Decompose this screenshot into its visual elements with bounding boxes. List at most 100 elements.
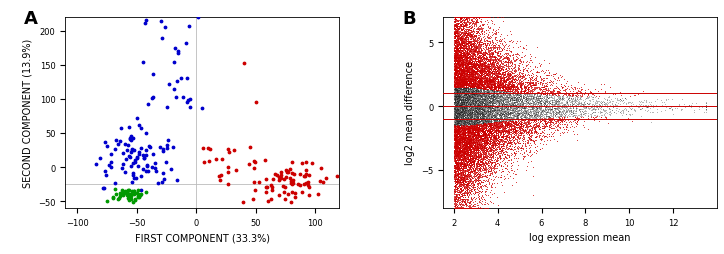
Point xyxy=(450,185,461,189)
Point xyxy=(452,111,464,115)
Point xyxy=(456,27,468,31)
Point xyxy=(464,157,476,161)
Point xyxy=(533,93,544,98)
Point xyxy=(450,16,461,20)
Point xyxy=(464,117,476,121)
Point xyxy=(452,130,464,134)
Point xyxy=(488,73,500,77)
Point xyxy=(459,16,471,20)
Point xyxy=(450,50,461,54)
Point xyxy=(488,108,500,112)
Point xyxy=(455,134,466,138)
Point xyxy=(517,79,529,83)
Point xyxy=(486,101,497,105)
Point xyxy=(499,71,510,75)
Point xyxy=(563,96,575,100)
Point xyxy=(471,118,483,122)
Point xyxy=(460,86,472,90)
Point xyxy=(573,108,584,112)
Point xyxy=(494,123,505,127)
Point xyxy=(473,85,484,89)
Point xyxy=(464,137,476,141)
Point xyxy=(483,54,494,58)
Point xyxy=(479,118,491,122)
Point xyxy=(492,71,504,75)
Point xyxy=(476,146,487,150)
Point xyxy=(490,72,502,76)
Point xyxy=(523,111,534,115)
Point xyxy=(452,114,464,118)
Point xyxy=(480,112,492,116)
Point xyxy=(562,111,573,115)
Point xyxy=(492,71,504,75)
Point xyxy=(462,94,473,98)
Point xyxy=(474,92,486,96)
Point xyxy=(505,125,517,129)
Point xyxy=(492,87,504,91)
Point xyxy=(452,75,464,79)
Point xyxy=(512,126,523,130)
Point xyxy=(455,46,466,50)
Point xyxy=(470,71,481,75)
Point xyxy=(531,100,542,104)
Point xyxy=(487,160,498,164)
Point xyxy=(534,64,546,68)
Point xyxy=(508,115,520,119)
Point xyxy=(499,114,510,118)
Point xyxy=(484,125,496,129)
Point xyxy=(526,91,538,96)
Point xyxy=(481,125,492,129)
Point xyxy=(479,143,491,147)
Point xyxy=(465,129,476,133)
Point xyxy=(479,50,490,54)
Point xyxy=(464,139,476,144)
Point xyxy=(458,151,469,155)
Point xyxy=(540,77,552,81)
Point xyxy=(466,158,478,162)
Point xyxy=(456,65,468,69)
Point xyxy=(497,107,508,112)
Point xyxy=(459,177,471,181)
Point xyxy=(481,98,492,102)
Point xyxy=(489,116,500,120)
Point xyxy=(452,82,464,86)
Point xyxy=(457,118,468,122)
Point xyxy=(449,25,460,29)
Point xyxy=(479,64,490,68)
Point xyxy=(485,105,497,109)
Point xyxy=(491,119,502,123)
Point xyxy=(460,35,472,39)
Point xyxy=(457,71,468,75)
Point xyxy=(514,98,526,102)
Point xyxy=(504,113,515,117)
Point xyxy=(476,146,488,150)
Point xyxy=(502,72,513,76)
Point xyxy=(505,108,517,113)
Point xyxy=(487,142,498,147)
Point xyxy=(463,91,475,95)
Point xyxy=(476,84,488,88)
Point xyxy=(481,119,493,123)
Point xyxy=(502,75,514,80)
Point xyxy=(524,89,536,93)
Point xyxy=(494,96,505,100)
Point xyxy=(450,102,461,106)
Point xyxy=(492,112,503,116)
Point xyxy=(470,166,481,170)
X-axis label: log expression mean: log expression mean xyxy=(529,232,631,242)
Point xyxy=(448,60,460,64)
Point xyxy=(458,109,470,113)
Point xyxy=(526,82,538,86)
Point xyxy=(473,88,484,92)
Point xyxy=(568,112,579,116)
Point xyxy=(471,106,482,110)
Point xyxy=(487,63,498,67)
Point xyxy=(536,124,547,128)
Point xyxy=(465,115,476,119)
Point xyxy=(592,111,604,115)
Point xyxy=(534,97,545,101)
Point xyxy=(490,149,502,153)
Point xyxy=(455,81,467,85)
Point xyxy=(453,94,465,99)
Point xyxy=(524,83,536,87)
